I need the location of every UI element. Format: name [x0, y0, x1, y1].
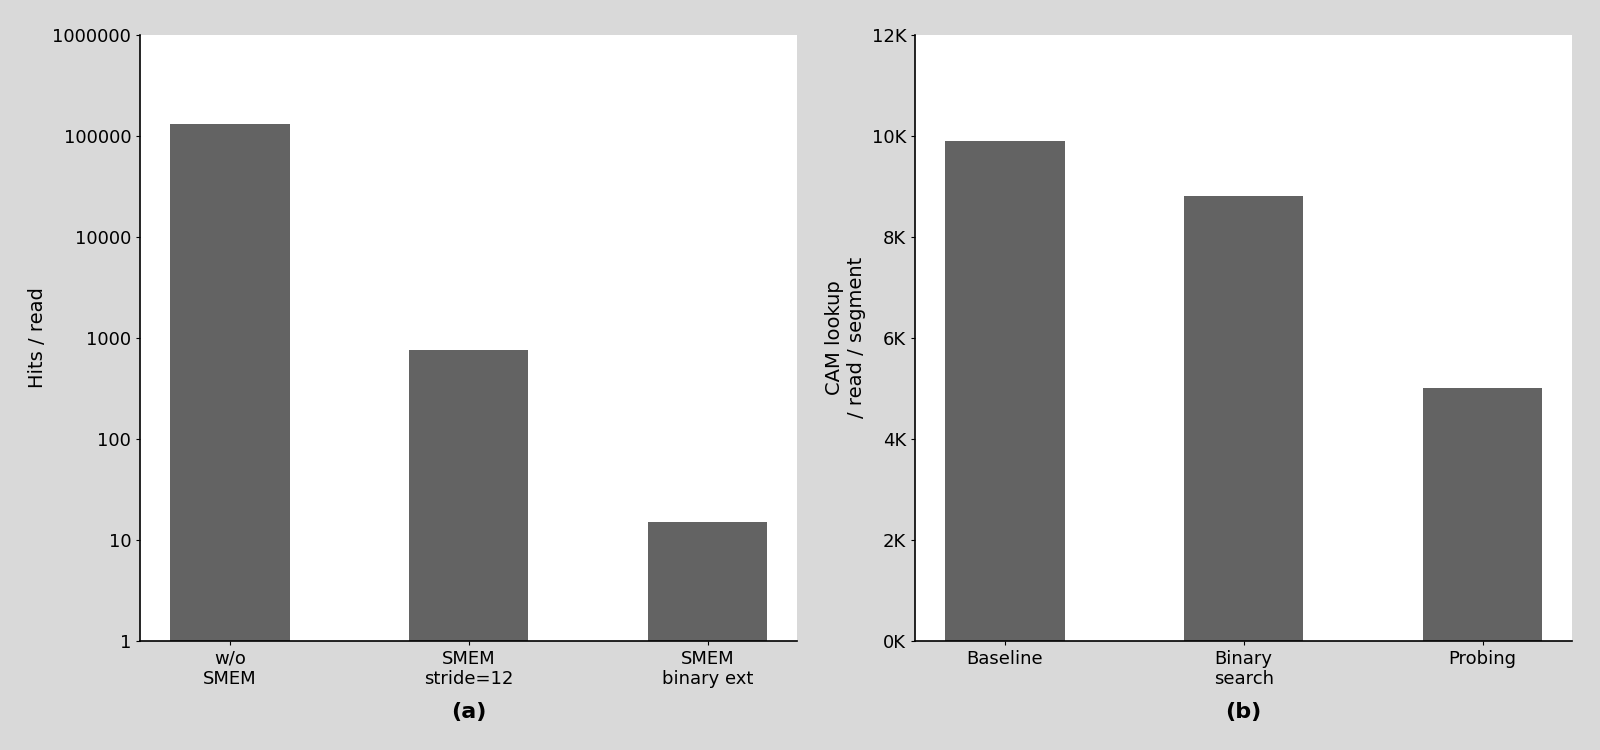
Y-axis label: CAM lookup
/ read / segment: CAM lookup / read / segment — [826, 257, 866, 418]
Bar — [410, 350, 528, 750]
Bar — [170, 124, 290, 750]
X-axis label: (a): (a) — [451, 702, 486, 722]
Y-axis label: Hits / read: Hits / read — [27, 287, 46, 388]
Bar — [1184, 196, 1304, 640]
Bar — [946, 141, 1064, 640]
Bar — [1422, 388, 1542, 640]
Bar — [648, 522, 768, 750]
X-axis label: (b): (b) — [1226, 702, 1262, 722]
